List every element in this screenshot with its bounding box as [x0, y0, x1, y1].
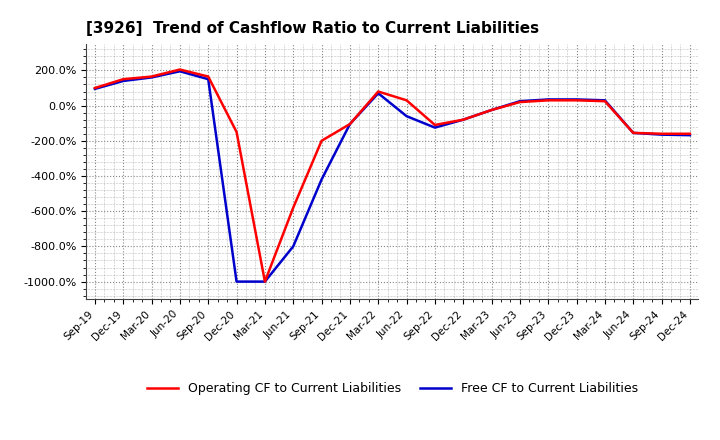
Free CF to Current Liabilities — [204, 77, 212, 82]
Free CF to Current Liabilities — [374, 91, 382, 96]
Free CF to Current Liabilities — [572, 97, 581, 102]
Free CF to Current Liabilities — [516, 99, 524, 104]
Operating CF to Current Liabilities — [204, 74, 212, 79]
Operating CF to Current Liabilities — [233, 129, 241, 135]
Operating CF to Current Liabilities — [572, 98, 581, 103]
Free CF to Current Liabilities — [600, 98, 609, 103]
Free CF to Current Liabilities — [261, 279, 269, 284]
Free CF to Current Liabilities — [176, 69, 184, 74]
Operating CF to Current Liabilities — [487, 107, 496, 113]
Free CF to Current Liabilities — [148, 75, 156, 80]
Operating CF to Current Liabilities — [148, 74, 156, 79]
Operating CF to Current Liabilities — [261, 279, 269, 284]
Free CF to Current Liabilities — [119, 78, 127, 84]
Operating CF to Current Liabilities — [600, 99, 609, 104]
Free CF to Current Liabilities — [318, 177, 326, 182]
Free CF to Current Liabilities — [431, 125, 439, 130]
Free CF to Current Liabilities — [685, 132, 694, 138]
Free CF to Current Liabilities — [91, 86, 99, 92]
Operating CF to Current Liabilities — [516, 99, 524, 105]
Operating CF to Current Liabilities — [91, 85, 99, 91]
Operating CF to Current Liabilities — [402, 98, 411, 103]
Operating CF to Current Liabilities — [629, 130, 637, 136]
Operating CF to Current Liabilities — [119, 77, 127, 82]
Line: Operating CF to Current Liabilities: Operating CF to Current Liabilities — [95, 70, 690, 282]
Operating CF to Current Liabilities — [374, 89, 382, 94]
Free CF to Current Liabilities — [402, 114, 411, 119]
Operating CF to Current Liabilities — [318, 138, 326, 143]
Text: [3926]  Trend of Cashflow Ratio to Current Liabilities: [3926] Trend of Cashflow Ratio to Curren… — [86, 21, 539, 36]
Free CF to Current Liabilities — [289, 244, 297, 249]
Operating CF to Current Liabilities — [544, 98, 552, 103]
Operating CF to Current Liabilities — [657, 131, 666, 136]
Operating CF to Current Liabilities — [459, 117, 467, 122]
Free CF to Current Liabilities — [544, 97, 552, 102]
Free CF to Current Liabilities — [346, 121, 354, 127]
Operating CF to Current Liabilities — [289, 205, 297, 210]
Free CF to Current Liabilities — [459, 117, 467, 122]
Operating CF to Current Liabilities — [346, 121, 354, 127]
Operating CF to Current Liabilities — [431, 122, 439, 128]
Legend: Operating CF to Current Liabilities, Free CF to Current Liabilities: Operating CF to Current Liabilities, Fre… — [142, 377, 643, 400]
Operating CF to Current Liabilities — [685, 131, 694, 136]
Operating CF to Current Liabilities — [176, 67, 184, 72]
Free CF to Current Liabilities — [657, 132, 666, 137]
Line: Free CF to Current Liabilities: Free CF to Current Liabilities — [95, 71, 690, 282]
Free CF to Current Liabilities — [629, 130, 637, 136]
Free CF to Current Liabilities — [487, 107, 496, 113]
Free CF to Current Liabilities — [233, 279, 241, 284]
